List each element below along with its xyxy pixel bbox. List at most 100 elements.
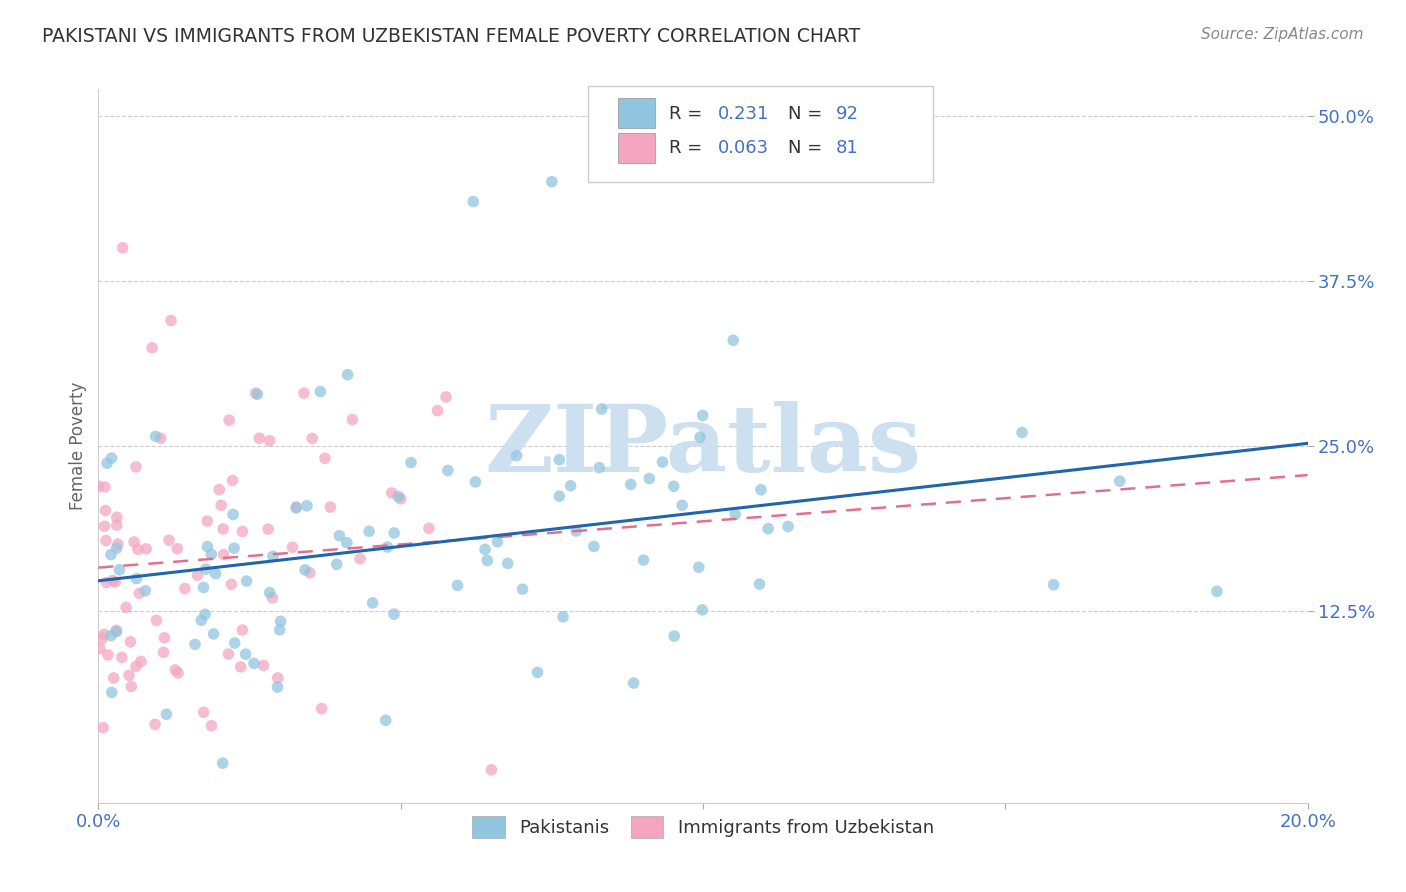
Point [93, 627, 115, 641]
Point [724, 508, 747, 522]
Point [96, 575, 118, 590]
Point [389, 491, 412, 506]
Point [749, 483, 772, 497]
Point [259, 434, 281, 448]
Point [270, 615, 292, 629]
Point [145, 613, 167, 627]
Point [235, 647, 257, 661]
Point [231, 623, 253, 637]
Point [143, 717, 166, 731]
Point [193, 581, 215, 595]
Text: 0.231: 0.231 [717, 105, 769, 123]
Point [342, 412, 364, 426]
Point [105, 541, 128, 556]
Point [382, 526, 405, 541]
Point [100, 685, 122, 699]
Point [125, 572, 148, 586]
Point [187, 568, 209, 582]
Point [87, 479, 110, 493]
Point [281, 540, 304, 554]
Point [426, 403, 449, 417]
Point [292, 386, 315, 401]
Point [209, 498, 232, 512]
Point [633, 553, 655, 567]
Point [266, 680, 288, 694]
Point [690, 603, 713, 617]
Point [194, 562, 217, 576]
Point [328, 529, 350, 543]
Point [285, 500, 308, 514]
Point [689, 430, 711, 444]
Point [111, 241, 134, 255]
Point [160, 313, 183, 327]
Point [235, 574, 257, 588]
Text: PAKISTANI VS IMMIGRANTS FROM UZBEKISTAN FEMALE POVERTY CORRELATION CHART: PAKISTANI VS IMMIGRANTS FROM UZBEKISTAN … [42, 27, 860, 45]
Point [267, 671, 290, 685]
Point [97, 648, 120, 662]
Point [560, 479, 582, 493]
Point [145, 429, 167, 443]
Point [222, 508, 245, 522]
Point [221, 577, 243, 591]
Point [100, 548, 122, 562]
Legend: Pakistanis, Immigrants from Uzbekistan: Pakistanis, Immigrants from Uzbekistan [463, 807, 943, 847]
Point [349, 551, 371, 566]
Point [361, 596, 384, 610]
Point [249, 431, 271, 445]
Point [218, 413, 240, 427]
Point [295, 499, 318, 513]
Point [190, 613, 212, 627]
Point [463, 194, 485, 209]
Point [157, 533, 180, 548]
Point [377, 540, 399, 554]
Point [125, 659, 148, 673]
Point [122, 535, 145, 549]
Point [540, 175, 562, 189]
Point [262, 549, 284, 564]
Point [155, 707, 177, 722]
Point [748, 577, 770, 591]
Point [224, 636, 246, 650]
Point [257, 522, 280, 536]
Point [418, 521, 440, 535]
Point [664, 629, 686, 643]
Point [115, 600, 138, 615]
Text: N =: N = [787, 105, 828, 123]
Point [243, 657, 266, 671]
Point [101, 574, 124, 588]
Point [108, 563, 131, 577]
Text: ZIPatlas: ZIPatlas [485, 401, 921, 491]
Point [153, 631, 176, 645]
Point [167, 665, 190, 680]
Point [381, 486, 404, 500]
Point [204, 566, 226, 581]
Point [259, 585, 281, 599]
Point [200, 719, 222, 733]
Point [692, 409, 714, 423]
Point [1206, 584, 1229, 599]
Point [671, 498, 693, 512]
Point [173, 582, 195, 596]
Point [387, 490, 409, 504]
Point [195, 540, 218, 554]
Point [105, 518, 128, 533]
Point [200, 548, 222, 562]
Point [723, 333, 745, 347]
Point [134, 583, 156, 598]
Point [93, 519, 115, 533]
Text: 0.063: 0.063 [717, 139, 769, 157]
Point [245, 386, 267, 401]
Point [437, 463, 460, 477]
Point [107, 537, 129, 551]
Point [319, 500, 342, 514]
Point [481, 763, 503, 777]
Point [202, 627, 225, 641]
Point [776, 519, 799, 533]
FancyBboxPatch shape [588, 86, 932, 182]
FancyBboxPatch shape [619, 133, 655, 162]
Point [104, 575, 127, 590]
Point [246, 387, 269, 401]
Point [588, 460, 610, 475]
Point [301, 431, 323, 445]
Point [152, 645, 174, 659]
